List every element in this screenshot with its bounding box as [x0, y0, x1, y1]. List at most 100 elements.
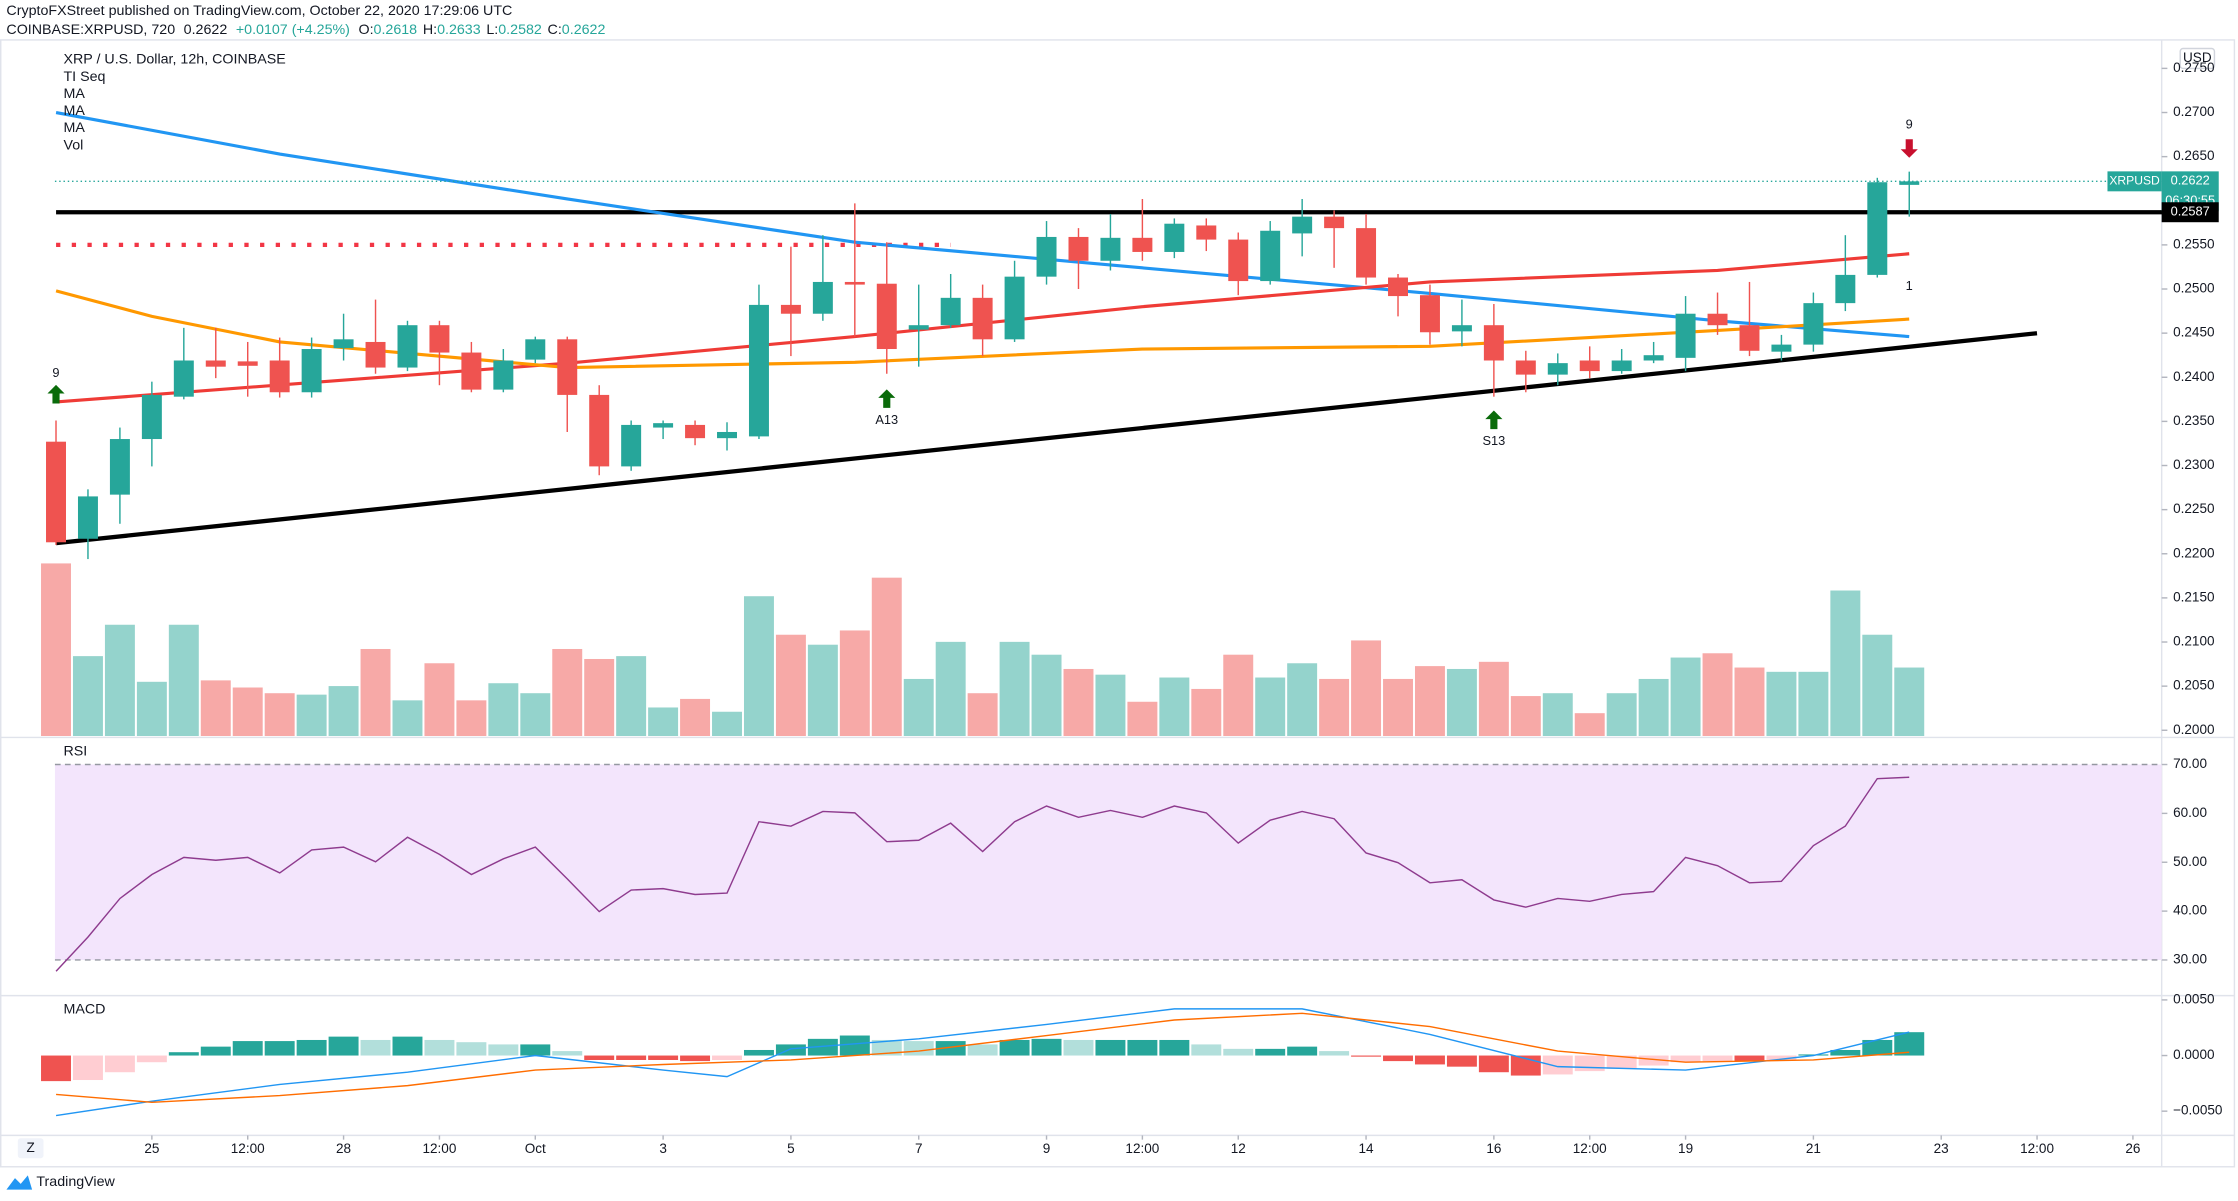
- volume-bar: [903, 678, 934, 737]
- frame: [0, 39, 2236, 1168]
- volume-bar: [1159, 677, 1190, 737]
- volume-bar: [1287, 663, 1318, 737]
- volume-bar: [264, 693, 295, 737]
- macd-histogram-bar: [1063, 1039, 1094, 1056]
- volume-bar: [1383, 678, 1413, 737]
- volume-bar: [392, 700, 423, 737]
- open-value: 0.2618: [374, 22, 418, 38]
- macd-line: [56, 1012, 1910, 1104]
- x-tick-label: 12: [1231, 1141, 1246, 1156]
- volume-bar: [743, 596, 774, 737]
- last-price: 0.2622: [184, 22, 228, 38]
- macd-histogram-bar: [488, 1044, 519, 1056]
- x-tick-label: 21: [1806, 1141, 1821, 1156]
- moving-average: [55, 110, 1910, 339]
- level-tag-label: 0.2587: [2171, 204, 2210, 219]
- volume-bar: [136, 681, 167, 737]
- pane-title: RSI: [63, 743, 87, 759]
- volume-bar: [456, 700, 487, 737]
- y-tick-label: 0.2650: [2173, 148, 2214, 163]
- signal-arrow: [1900, 139, 1918, 158]
- candle-body: [1835, 274, 1856, 304]
- x-tick-label: Oct: [525, 1141, 546, 1156]
- y-tick-label: 0.2200: [2173, 545, 2214, 560]
- macd-histogram-bar: [1319, 1051, 1350, 1056]
- candle-body: [1068, 236, 1089, 261]
- high-value: 0.2633: [437, 22, 481, 38]
- candle-body: [685, 424, 706, 439]
- candle-body: [780, 304, 801, 314]
- macd-histogram-bar: [712, 1055, 742, 1060]
- y-tick-label: 0.2450: [2173, 325, 2214, 340]
- macd-histogram-bar: [743, 1049, 774, 1056]
- candle-body: [908, 325, 929, 330]
- rsi-line: [55, 776, 1910, 972]
- macd-histogram-bar: [1766, 1055, 1797, 1060]
- signal-arrow: [1485, 410, 1503, 430]
- volume-bar: [1127, 701, 1158, 737]
- symbol-tag: [2107, 171, 2162, 192]
- volume-bar: [520, 693, 551, 737]
- volume-bar: [999, 641, 1030, 737]
- volume-bar: [1606, 693, 1637, 737]
- legend-entry: TI Seq: [63, 69, 105, 85]
- y-tick-label: 0.2100: [2173, 634, 2214, 649]
- y-tick-label: 0.0000: [2173, 1047, 2214, 1062]
- symbol: COINBASE:XRPUSD, 720: [6, 22, 175, 38]
- candle-body: [1739, 325, 1760, 351]
- macd-histogram-bar: [456, 1042, 487, 1056]
- symbol-tag-label: XRPUSD: [2109, 174, 2160, 188]
- macd-histogram-bar: [200, 1046, 231, 1056]
- macd-histogram-bar: [1159, 1039, 1190, 1056]
- volume-bar: [648, 707, 679, 737]
- volume-bar: [1255, 677, 1286, 737]
- candle-body: [589, 394, 610, 467]
- candle-body: [77, 496, 98, 539]
- macd-line: [55, 1008, 1910, 1117]
- macd-histogram-bar: [1191, 1044, 1222, 1056]
- volume-bar: [232, 687, 263, 737]
- candle-body: [1867, 182, 1888, 275]
- macd-histogram-bar: [903, 1041, 934, 1056]
- volume-bar: [1063, 668, 1094, 737]
- candle-body: [812, 281, 833, 314]
- macd-histogram-bar: [1702, 1055, 1733, 1062]
- high-label: H:: [423, 22, 437, 38]
- trendline: [55, 331, 2038, 546]
- sequence-label: 9: [52, 365, 59, 380]
- macd-histogram-bar: [839, 1035, 870, 1056]
- currency-box[interactable]: [2179, 47, 2216, 70]
- x-tick-label: 28: [336, 1141, 351, 1156]
- volume-bar: [1798, 671, 1829, 737]
- candle-body: [1899, 181, 1920, 185]
- candle-body: [1611, 360, 1632, 372]
- volume-bar: [1670, 657, 1701, 737]
- sequence-label: A13: [875, 412, 898, 427]
- zoom-button[interactable]: [17, 1138, 44, 1159]
- macd-histogram-bar: [1383, 1055, 1413, 1062]
- level-tag: [2161, 202, 2219, 223]
- volume-bar: [1766, 671, 1797, 737]
- x-tick-label: 16: [1486, 1141, 1501, 1156]
- candle-body: [1483, 325, 1504, 361]
- zoom-label[interactable]: Z: [27, 1140, 35, 1155]
- candle-body: [269, 360, 290, 393]
- x-tick-label: 19: [1678, 1141, 1693, 1156]
- volume-bar: [1862, 634, 1893, 737]
- volume-bar: [1095, 674, 1126, 737]
- volume-bar: [1542, 693, 1573, 737]
- y-tick-label: 40.00: [2173, 903, 2207, 918]
- sequence-label: 9: [1906, 116, 1913, 131]
- macd-histogram-bar: [1542, 1055, 1573, 1075]
- legend-entry: MA: [63, 103, 85, 119]
- candle-body: [1643, 355, 1664, 361]
- macd-histogram-bar: [360, 1039, 391, 1056]
- macd-histogram-bar: [328, 1036, 359, 1056]
- y-tick-label: 0.2750: [2173, 60, 2214, 75]
- macd-histogram-bar: [967, 1044, 998, 1056]
- currency[interactable]: USD: [2183, 50, 2212, 65]
- volume-bar: [775, 634, 806, 737]
- y-tick-label: 60.00: [2173, 805, 2207, 820]
- volume-bar: [488, 683, 519, 737]
- volume-bar: [807, 644, 838, 737]
